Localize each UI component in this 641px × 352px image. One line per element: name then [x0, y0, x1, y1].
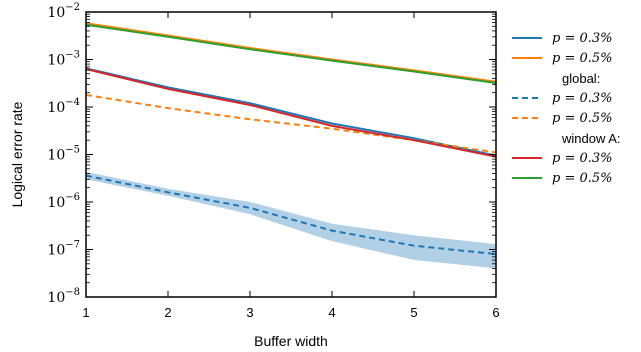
series-line-0: [85, 67, 497, 157]
x-tick-label: 2: [164, 305, 171, 320]
legend-label: p = 0.5%: [552, 111, 613, 126]
x-tick-label: 3: [246, 305, 253, 320]
y-tick-exponent: −4: [65, 97, 80, 108]
y-tick-label: 10−7: [47, 240, 80, 259]
x-axis-label: Buffer width: [254, 333, 328, 349]
y-axis-label: Logical error rate: [9, 101, 25, 207]
series-line-3: [85, 68, 497, 158]
plot-area: 1 2 3 4 5 6 10−8 10−7 10−6 10−5 10−4 10−3 10−2 Buffer…: [9, 2, 500, 349]
legend-label: p = 0.3%: [552, 151, 613, 166]
legend-header: global:: [562, 71, 600, 86]
x-tick-label: 6: [492, 305, 499, 320]
legend-label: p = 0.3%: [552, 91, 613, 106]
y-tick-exponent: −6: [65, 192, 80, 203]
y-tick-exponent: −3: [65, 50, 80, 61]
legend-header: window A:: [561, 131, 621, 146]
x-tick-label: 4: [328, 305, 335, 320]
x-tick-label: 1: [82, 305, 89, 320]
y-tick-label: 10−6: [47, 192, 80, 211]
legend: p = 0.3% p = 0.5% global: p = 0.3% p = 0.5% w…: [512, 31, 621, 186]
y-tick-label: 10−4: [47, 97, 80, 116]
y-tick-exponent: −7: [65, 240, 80, 251]
x-tick-label: 5: [410, 305, 417, 320]
y-tick-exponent: −8: [65, 287, 80, 298]
y-tick-label: 10−3: [47, 50, 80, 69]
y-tick-label: 10−2: [47, 2, 80, 21]
series-line-1: [85, 22, 497, 83]
y-tick-exponent: −5: [65, 145, 80, 156]
confidence-band-5: [86, 171, 496, 269]
series-line-4: [85, 23, 497, 84]
y-tick-label: 10−8: [47, 287, 80, 306]
y-tick-label: 10−5: [47, 145, 80, 164]
legend-label: p = 0.5%: [552, 51, 613, 66]
legend-label: p = 0.5%: [552, 171, 613, 186]
legend-label: p = 0.3%: [552, 31, 613, 46]
y-tick-exponent: −2: [65, 2, 80, 13]
